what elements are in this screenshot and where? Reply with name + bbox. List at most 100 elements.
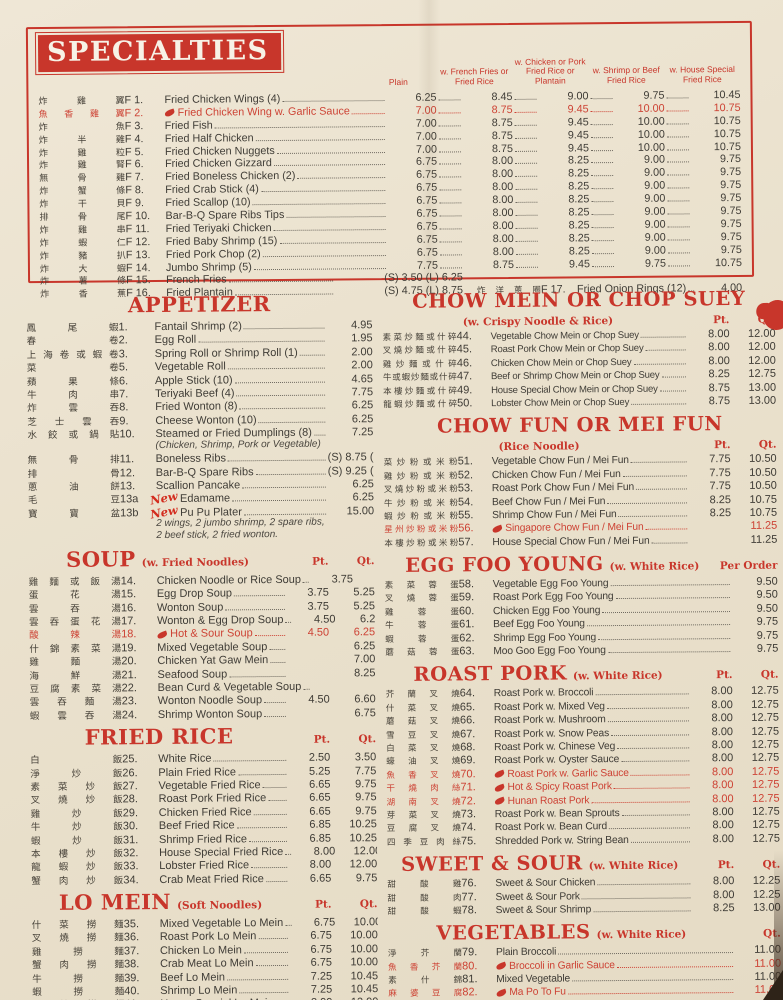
item-name: Shrimp Lo Mein: [160, 984, 238, 998]
item-chinese-name: 水餃或鍋貼: [27, 429, 120, 442]
item-price: 9.75: [355, 871, 378, 884]
item-price: 1.95: [351, 332, 373, 345]
item-name: Fried Wonton (8): [155, 400, 238, 414]
menu-item: 雲吞蛋花湯 17. Wonton & Egg Drop Soup 4.50 6.25: [29, 611, 378, 628]
spicy-chili-icon: [493, 769, 506, 779]
dot-leader: [243, 505, 327, 516]
item-price: 12.75: [751, 778, 780, 792]
item-number: 28.: [122, 793, 138, 806]
item-price: 8.00: [711, 752, 734, 765]
item-price: 9.75: [720, 192, 742, 205]
item-number: 59.: [458, 591, 475, 604]
item-name: Beef Chow Fun / Mei Fun: [491, 495, 606, 508]
item-price: 6.65: [309, 791, 331, 805]
dot-leader: [262, 778, 287, 789]
section-title: VEGETABLES: [436, 920, 591, 945]
price-cell: 9.00: [589, 205, 666, 219]
item-name: White Rice: [158, 752, 212, 766]
section-soup: SOUP (w. Fried Noodles) Pt. Qt. 雞麵或飯湯 14. Chic…: [28, 544, 379, 722]
item-price: 7.75: [354, 764, 377, 777]
item-chinese-name: 本樓炒麵或什碎: [383, 384, 458, 396]
section-lo-mein: LO MEIN (Soft Noodles) Pt. Qt. 什菜撈麵 35. Mixed …: [31, 887, 378, 1000]
dot-leader: [351, 105, 385, 115]
price-cell: 9.45: [514, 258, 590, 271]
dot-leader: [514, 90, 537, 100]
dot-leader: [591, 167, 614, 177]
dot-leader: [227, 359, 325, 370]
item-chinese-name: 叉燒炒粉或米粉: [383, 483, 458, 495]
item-price: 9.75: [720, 166, 742, 179]
item-price: 8.25: [567, 154, 590, 167]
price-cell: 8.75: [437, 142, 513, 155]
dot-leader: [591, 180, 614, 190]
item-number: F 8.: [125, 184, 144, 197]
dot-leader: [213, 752, 287, 762]
item-number: 20.: [121, 655, 137, 668]
dot-leader: [515, 206, 538, 216]
item-price: 9.00: [644, 166, 666, 180]
item-name: Fried Chicken Nuggets: [164, 144, 275, 158]
item-price: 8.25: [568, 232, 590, 245]
item-chinese-name: 素菜蓉蛋: [384, 579, 459, 591]
dot-leader: [313, 426, 326, 436]
item-price: 3.50: [354, 751, 377, 764]
item-name: Fried Crab Stick (4): [165, 183, 259, 197]
item-price: 9.00: [644, 205, 666, 218]
section-header: EGG FOO YOUNG (w. White Rice) Per Order: [384, 551, 778, 577]
dot-leader: [630, 833, 690, 843]
item-price: 6.65: [309, 805, 331, 818]
item-price: 9.75: [355, 791, 377, 804]
menu-item: 雲吞湯 16. Wonton Soup 3.75 5.25: [29, 598, 375, 615]
item-number: 37.: [123, 945, 140, 958]
item-price: 8.25: [568, 244, 590, 258]
item-price: 9.75: [355, 778, 377, 791]
item-number: 74.: [460, 821, 477, 834]
dot-leader: [514, 116, 537, 126]
item-price: 9.00: [644, 231, 666, 244]
dot-leader: [617, 739, 690, 750]
item-price: 9.50: [756, 589, 778, 602]
item-name: House Special Fried Rice: [159, 845, 284, 859]
item-chinese-name: 炸雞翼: [38, 95, 125, 107]
specialties-title: SPECIALTIES: [34, 29, 284, 76]
section-title: CHOW MEIN OR CHOP SUEY: [412, 286, 746, 313]
item-price: 8.75: [491, 129, 513, 142]
price-cell: 6.75: [251, 195, 437, 209]
item-number: 32.: [123, 847, 139, 860]
dot-leader: [253, 805, 287, 815]
dot-leader: [613, 779, 690, 790]
menu-item: 蝦撈麵 40. Shrimp Lo Mein 7.25 10.45: [32, 981, 378, 998]
menu-item: 雞炒飯 29. Chicken Fried Rice 6.65 9.75: [31, 803, 377, 820]
item-number: F 9.: [125, 197, 145, 210]
dot-leader: [248, 832, 287, 842]
dot-leader: [615, 589, 730, 600]
item-price: 6.60: [354, 693, 376, 706]
dot-leader: [239, 400, 326, 410]
section-subnote: (w. White Rice): [596, 928, 687, 942]
item-number: 57.: [458, 535, 474, 549]
item-price: (S) 9.25 (L) 16.75: [327, 464, 379, 478]
section-appetizer: APPETIZER 鳳尾蝦 1. Fantail Shrimp (2) 4.95 春卷 2.…: [26, 290, 379, 543]
spicy-chili-icon: [164, 108, 176, 118]
price-cell: 9.00: [590, 231, 666, 244]
menu-item: 淨炒飯 26. Plain Fried Rice 5.25 7.75: [30, 763, 377, 780]
item-number: 19.: [121, 642, 137, 655]
item-price: 6.75: [354, 706, 376, 720]
item-name: Ma Po To Fu: [509, 986, 566, 999]
item-price: 8.25: [708, 368, 730, 381]
dot-leader: [667, 166, 690, 176]
dot-leader: [666, 141, 689, 151]
item-name: Wonton Soup: [156, 601, 224, 614]
dot-leader: [633, 355, 686, 365]
section-header: SWEET & SOUR (w. White Rice) Pt. Qt.: [387, 850, 780, 876]
item-name: Spring Roll or Shrimp Roll (1): [154, 346, 298, 360]
left-column: APPETIZER 鳳尾蝦 1. Fantail Shrimp (2) 4.95 春卷 2.…: [16, 286, 378, 1000]
item-number: 56.: [458, 522, 474, 535]
item-price: 8.00: [492, 206, 514, 220]
item-chinese-name: 炸魚: [38, 121, 125, 132]
item-number: 17.: [120, 615, 137, 628]
item-name: Sweet & Sour Shrimp: [495, 904, 592, 916]
item-price: 9.45: [567, 103, 589, 116]
item-price: 10.75: [714, 256, 742, 269]
price-cell: 8.00: [438, 246, 514, 259]
